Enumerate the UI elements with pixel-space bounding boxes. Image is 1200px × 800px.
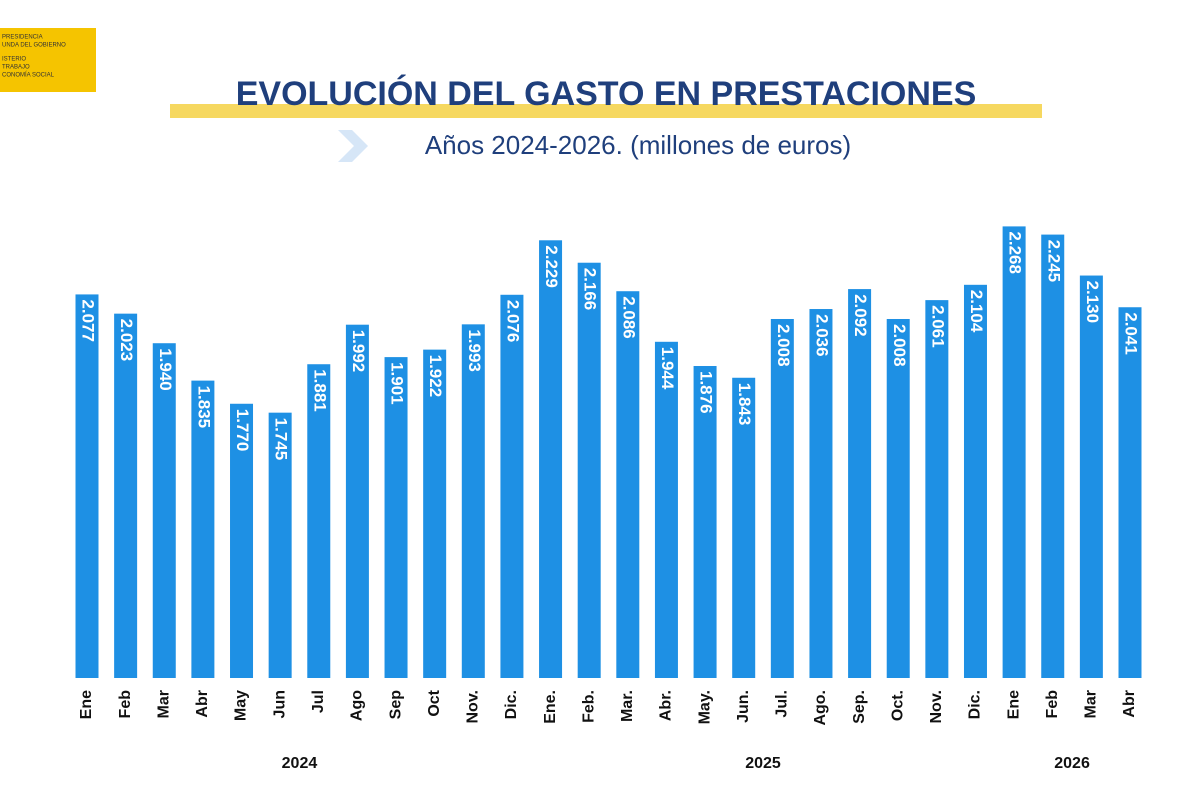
x-tick-label: Ago	[349, 690, 366, 721]
logo-text: CONOMÍA SOCIAL	[2, 72, 55, 79]
x-tick-label: Jun.	[735, 690, 752, 723]
x-tick-label: Abr.	[658, 690, 675, 721]
x-tick-label: Feb	[117, 690, 134, 719]
value-label: 2.166	[581, 268, 600, 311]
chevron	[338, 130, 368, 162]
value-label: 1.993	[465, 329, 484, 372]
value-label: 1.770	[233, 409, 252, 452]
group-label: 2024	[282, 755, 318, 772]
x-tick-label: Oct	[426, 689, 443, 716]
value-label: 1.745	[272, 418, 291, 461]
x-tick-label: Oct.	[889, 690, 906, 721]
bar	[423, 349, 447, 678]
value-label: 1.992	[349, 330, 368, 373]
bar	[577, 262, 601, 678]
x-tick-label: Nov.	[465, 690, 482, 723]
value-label: 1.944	[658, 347, 677, 390]
bar	[191, 380, 215, 678]
x-tick-label: Mar.	[619, 690, 636, 722]
value-label: 2.086	[619, 296, 638, 339]
x-tick-label: Mar	[1083, 690, 1100, 718]
bar	[268, 412, 292, 678]
bar	[114, 313, 138, 678]
x-tick-label: Abr	[194, 690, 211, 718]
x-tick-label: Feb	[1044, 690, 1061, 719]
bar	[770, 318, 794, 678]
x-tick-label: Ene	[78, 690, 95, 719]
chart-title: EVOLUCIÓN DEL GASTO EN PRESTACIONES	[236, 75, 977, 113]
value-label: 1.843	[735, 383, 754, 426]
bar	[616, 291, 640, 678]
value-label: 2.245	[1044, 240, 1063, 283]
bar	[848, 289, 872, 678]
bar	[75, 294, 99, 678]
x-tick-label: Ago.	[812, 690, 829, 726]
value-label: 2.076	[503, 300, 522, 343]
bar	[539, 240, 563, 678]
logo: PRESIDENCIA UNDA DEL GOBIERNO ISTERIO TR…	[2, 35, 66, 79]
bar	[693, 366, 717, 678]
bar	[886, 318, 910, 678]
value-label: 2.104	[967, 290, 986, 333]
logo-text: PRESIDENCIA	[2, 35, 43, 41]
value-label: 2.092	[851, 294, 870, 337]
x-tick-label: Sep	[387, 690, 404, 720]
logo-text: UNDA DEL GOBIERNO	[2, 43, 66, 49]
title-highlight	[170, 104, 1042, 118]
group-label: 2025	[745, 755, 781, 772]
bar	[307, 364, 331, 678]
x-tick-label: Nov.	[928, 690, 945, 723]
logo-text: ISTERIO	[2, 57, 26, 63]
bar	[1002, 226, 1026, 679]
value-label: 2.268	[1006, 231, 1025, 274]
bar	[500, 294, 524, 678]
x-tick-label: Jul	[310, 690, 327, 713]
value-label: 1.881	[310, 369, 329, 412]
group-label: 2026	[1054, 755, 1090, 772]
x-tick-label: Dic.	[967, 690, 984, 719]
x-tick-label: Sep.	[851, 690, 868, 724]
value-label: 2.130	[1083, 281, 1102, 324]
bar	[230, 403, 254, 678]
x-tick-label: May.	[696, 690, 713, 724]
value-label: 1.835	[194, 386, 213, 429]
bar	[461, 324, 485, 678]
value-label: 2.229	[542, 245, 561, 288]
value-label: 2.036	[812, 314, 831, 357]
bar	[1118, 307, 1142, 678]
value-label: 2.008	[890, 324, 909, 367]
x-tick-label: May	[233, 690, 250, 721]
bar	[152, 343, 176, 678]
x-tick-label: Dic.	[503, 690, 520, 719]
value-label: 2.008	[774, 324, 793, 367]
bar	[345, 324, 369, 678]
bar	[384, 357, 408, 678]
value-label: 1.940	[156, 348, 175, 391]
bar	[809, 309, 833, 678]
x-tick-label: Jun	[271, 690, 288, 718]
x-tick-label: Ene	[1005, 690, 1022, 719]
value-label: 1.922	[426, 355, 445, 398]
x-tick-label: Mar	[155, 690, 172, 718]
x-tick-label: Feb.	[580, 690, 597, 723]
bar	[963, 284, 987, 678]
value-label: 2.041	[1122, 312, 1141, 355]
bar	[925, 300, 949, 678]
value-label: 1.876	[697, 371, 716, 414]
value-label: 2.077	[79, 299, 98, 342]
value-label: 1.901	[388, 362, 407, 405]
bar	[732, 377, 756, 678]
chart-subtitle: Años 2024-2026. (millones de euros)	[425, 130, 851, 160]
bar	[1079, 275, 1103, 678]
value-label: 2.023	[117, 319, 136, 362]
bar	[654, 341, 678, 678]
logo-text: TRABAJO	[2, 65, 30, 71]
x-tick-label: Abr	[1121, 690, 1138, 718]
logo-box	[0, 28, 96, 92]
value-label: 2.061	[928, 305, 947, 348]
bar	[1041, 234, 1065, 679]
x-tick-label: Ene.	[542, 690, 559, 724]
x-tick-label: Jul.	[774, 690, 791, 718]
